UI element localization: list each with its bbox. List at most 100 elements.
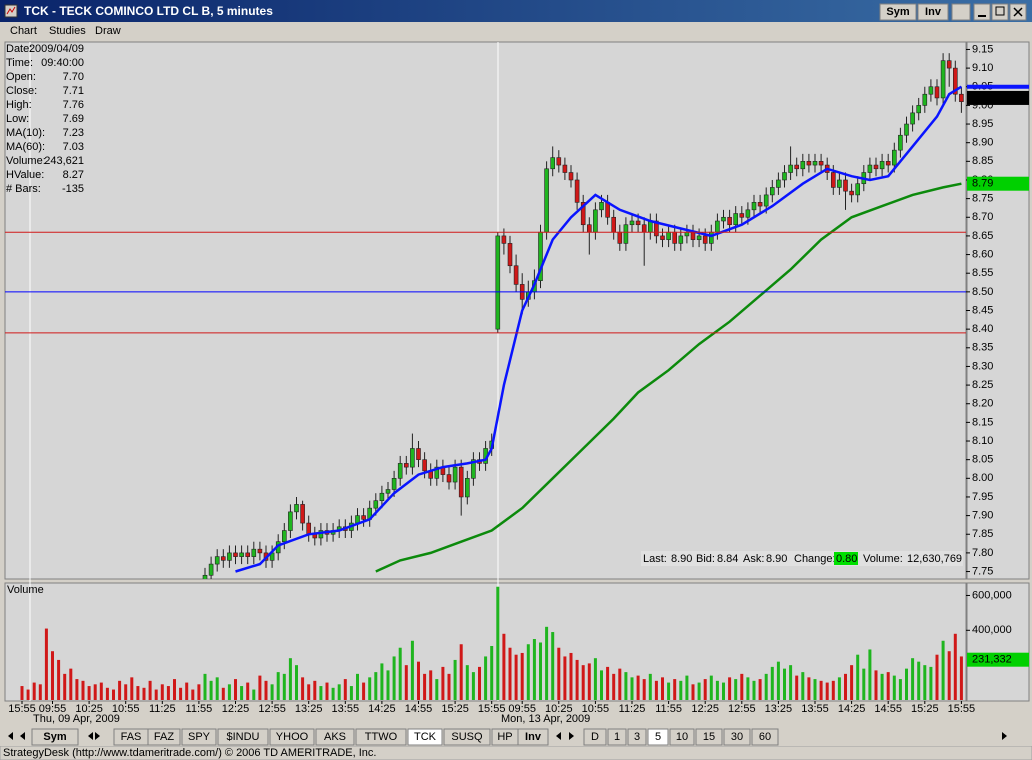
volume-bar xyxy=(124,684,128,700)
tab-label[interactable]: SPY xyxy=(188,731,211,743)
maximize-button[interactable] xyxy=(991,3,1009,21)
candle-body xyxy=(879,161,885,170)
volume-bar xyxy=(728,677,732,700)
title-bar xyxy=(0,0,1032,22)
info-value: 7.76 xyxy=(63,99,84,111)
tab-label[interactable]: $INDU xyxy=(226,731,259,743)
tab-label[interactable]: SUSQ xyxy=(451,731,483,743)
tab-label[interactable]: 15 xyxy=(703,731,715,743)
tab-label[interactable]: TTWO xyxy=(365,731,398,743)
tab[interactable] xyxy=(517,728,549,746)
candle-body xyxy=(550,157,556,170)
tab[interactable] xyxy=(669,728,695,746)
menu-item[interactable]: Draw xyxy=(95,25,121,37)
tab-label[interactable]: 30 xyxy=(731,731,743,743)
tab[interactable] xyxy=(751,728,779,746)
tab-label[interactable]: 5 xyxy=(655,731,661,743)
candle-body xyxy=(446,474,452,483)
candle-body xyxy=(281,530,287,543)
candle-body xyxy=(660,235,665,240)
candle-body xyxy=(708,231,714,244)
tab-label[interactable]: 60 xyxy=(759,731,771,743)
candle-body xyxy=(391,478,397,490)
candle-body xyxy=(227,552,232,561)
volume-bar xyxy=(471,672,475,700)
tab[interactable] xyxy=(627,728,647,746)
candle-body xyxy=(891,149,897,166)
volume-bar xyxy=(417,661,420,700)
tab-label[interactable]: AKS xyxy=(324,731,346,743)
minimize-button[interactable] xyxy=(973,3,991,21)
sym-button[interactable] xyxy=(879,3,917,21)
tab-label[interactable]: 10 xyxy=(676,731,688,743)
tab[interactable] xyxy=(695,728,723,746)
x-tick-label: 12:55 xyxy=(728,703,756,715)
volume-bar xyxy=(551,632,555,700)
candle-body xyxy=(544,168,549,233)
candle-body xyxy=(416,448,421,460)
tab-label[interactable]: 3 xyxy=(634,731,640,743)
y-tick-label: 9.15 xyxy=(972,43,993,55)
tab-label[interactable]: TCK xyxy=(414,731,437,743)
tab[interactable] xyxy=(647,728,669,746)
tab-label[interactable]: Sym xyxy=(43,731,66,743)
volume-bar xyxy=(947,651,951,700)
tab-label[interactable]: FAS xyxy=(121,731,142,743)
tab[interactable] xyxy=(217,728,269,746)
volume-bar xyxy=(722,682,725,700)
inv-button-label[interactable]: Inv xyxy=(925,6,942,18)
volume-bar xyxy=(526,644,530,700)
info-label: Open: xyxy=(6,71,36,83)
tab-label[interactable]: 1 xyxy=(614,731,620,743)
inv-button[interactable] xyxy=(917,3,949,21)
tab-label[interactable]: HP xyxy=(497,731,512,743)
candle-body xyxy=(593,209,598,233)
candle-body xyxy=(684,231,690,237)
y-tick-label: 8.00 xyxy=(972,472,993,484)
volume-bar xyxy=(38,684,42,700)
candle-body xyxy=(818,161,824,166)
tab[interactable] xyxy=(147,728,181,746)
volume-bar xyxy=(929,666,933,700)
x-tick-label: 12:55 xyxy=(258,703,286,715)
volume-bar xyxy=(746,677,750,700)
volume-bar xyxy=(209,680,213,700)
menu-item[interactable]: Studies xyxy=(49,25,86,37)
tab[interactable] xyxy=(443,728,491,746)
x-tick-label: 14:55 xyxy=(405,703,433,715)
tab[interactable] xyxy=(607,728,627,746)
info-value: 7.03 xyxy=(63,141,84,153)
sym-button-label[interactable]: Sym xyxy=(886,6,909,18)
tab-label[interactable]: Inv xyxy=(525,731,542,743)
info-value: 09:40:00 xyxy=(41,57,84,69)
menu-item[interactable]: Chart xyxy=(10,25,37,37)
tab-label[interactable]: YHOO xyxy=(276,731,309,743)
volume-bar xyxy=(20,686,24,700)
restore-small-button[interactable] xyxy=(951,3,971,21)
volume-bar xyxy=(331,687,335,700)
tab[interactable] xyxy=(407,728,443,746)
volume-bar xyxy=(959,656,963,700)
window-title: TCK - TECK COMINCO LTD CL B, 5 minutes xyxy=(24,4,273,18)
volume-bar xyxy=(923,665,927,700)
tab-label[interactable]: D xyxy=(591,731,599,743)
tab[interactable] xyxy=(355,728,407,746)
volume-bar xyxy=(301,677,305,700)
tab[interactable] xyxy=(269,728,315,746)
y-tick-label: 8.70 xyxy=(972,211,993,223)
tab[interactable] xyxy=(181,728,217,746)
tab[interactable] xyxy=(315,728,355,746)
tab-label[interactable]: FAZ xyxy=(154,731,174,743)
volume-bar xyxy=(282,673,286,700)
x-tick-label: 09:55 xyxy=(508,703,536,715)
info-value: -135 xyxy=(62,183,84,195)
candle-body xyxy=(812,161,818,166)
candle-body xyxy=(306,522,312,535)
tab[interactable] xyxy=(31,728,79,746)
tab[interactable] xyxy=(723,728,751,746)
volume-bar xyxy=(892,675,896,700)
tab[interactable] xyxy=(583,728,607,746)
candle-body xyxy=(690,231,696,240)
volume-bar xyxy=(935,654,939,700)
volume-bar xyxy=(349,686,353,700)
